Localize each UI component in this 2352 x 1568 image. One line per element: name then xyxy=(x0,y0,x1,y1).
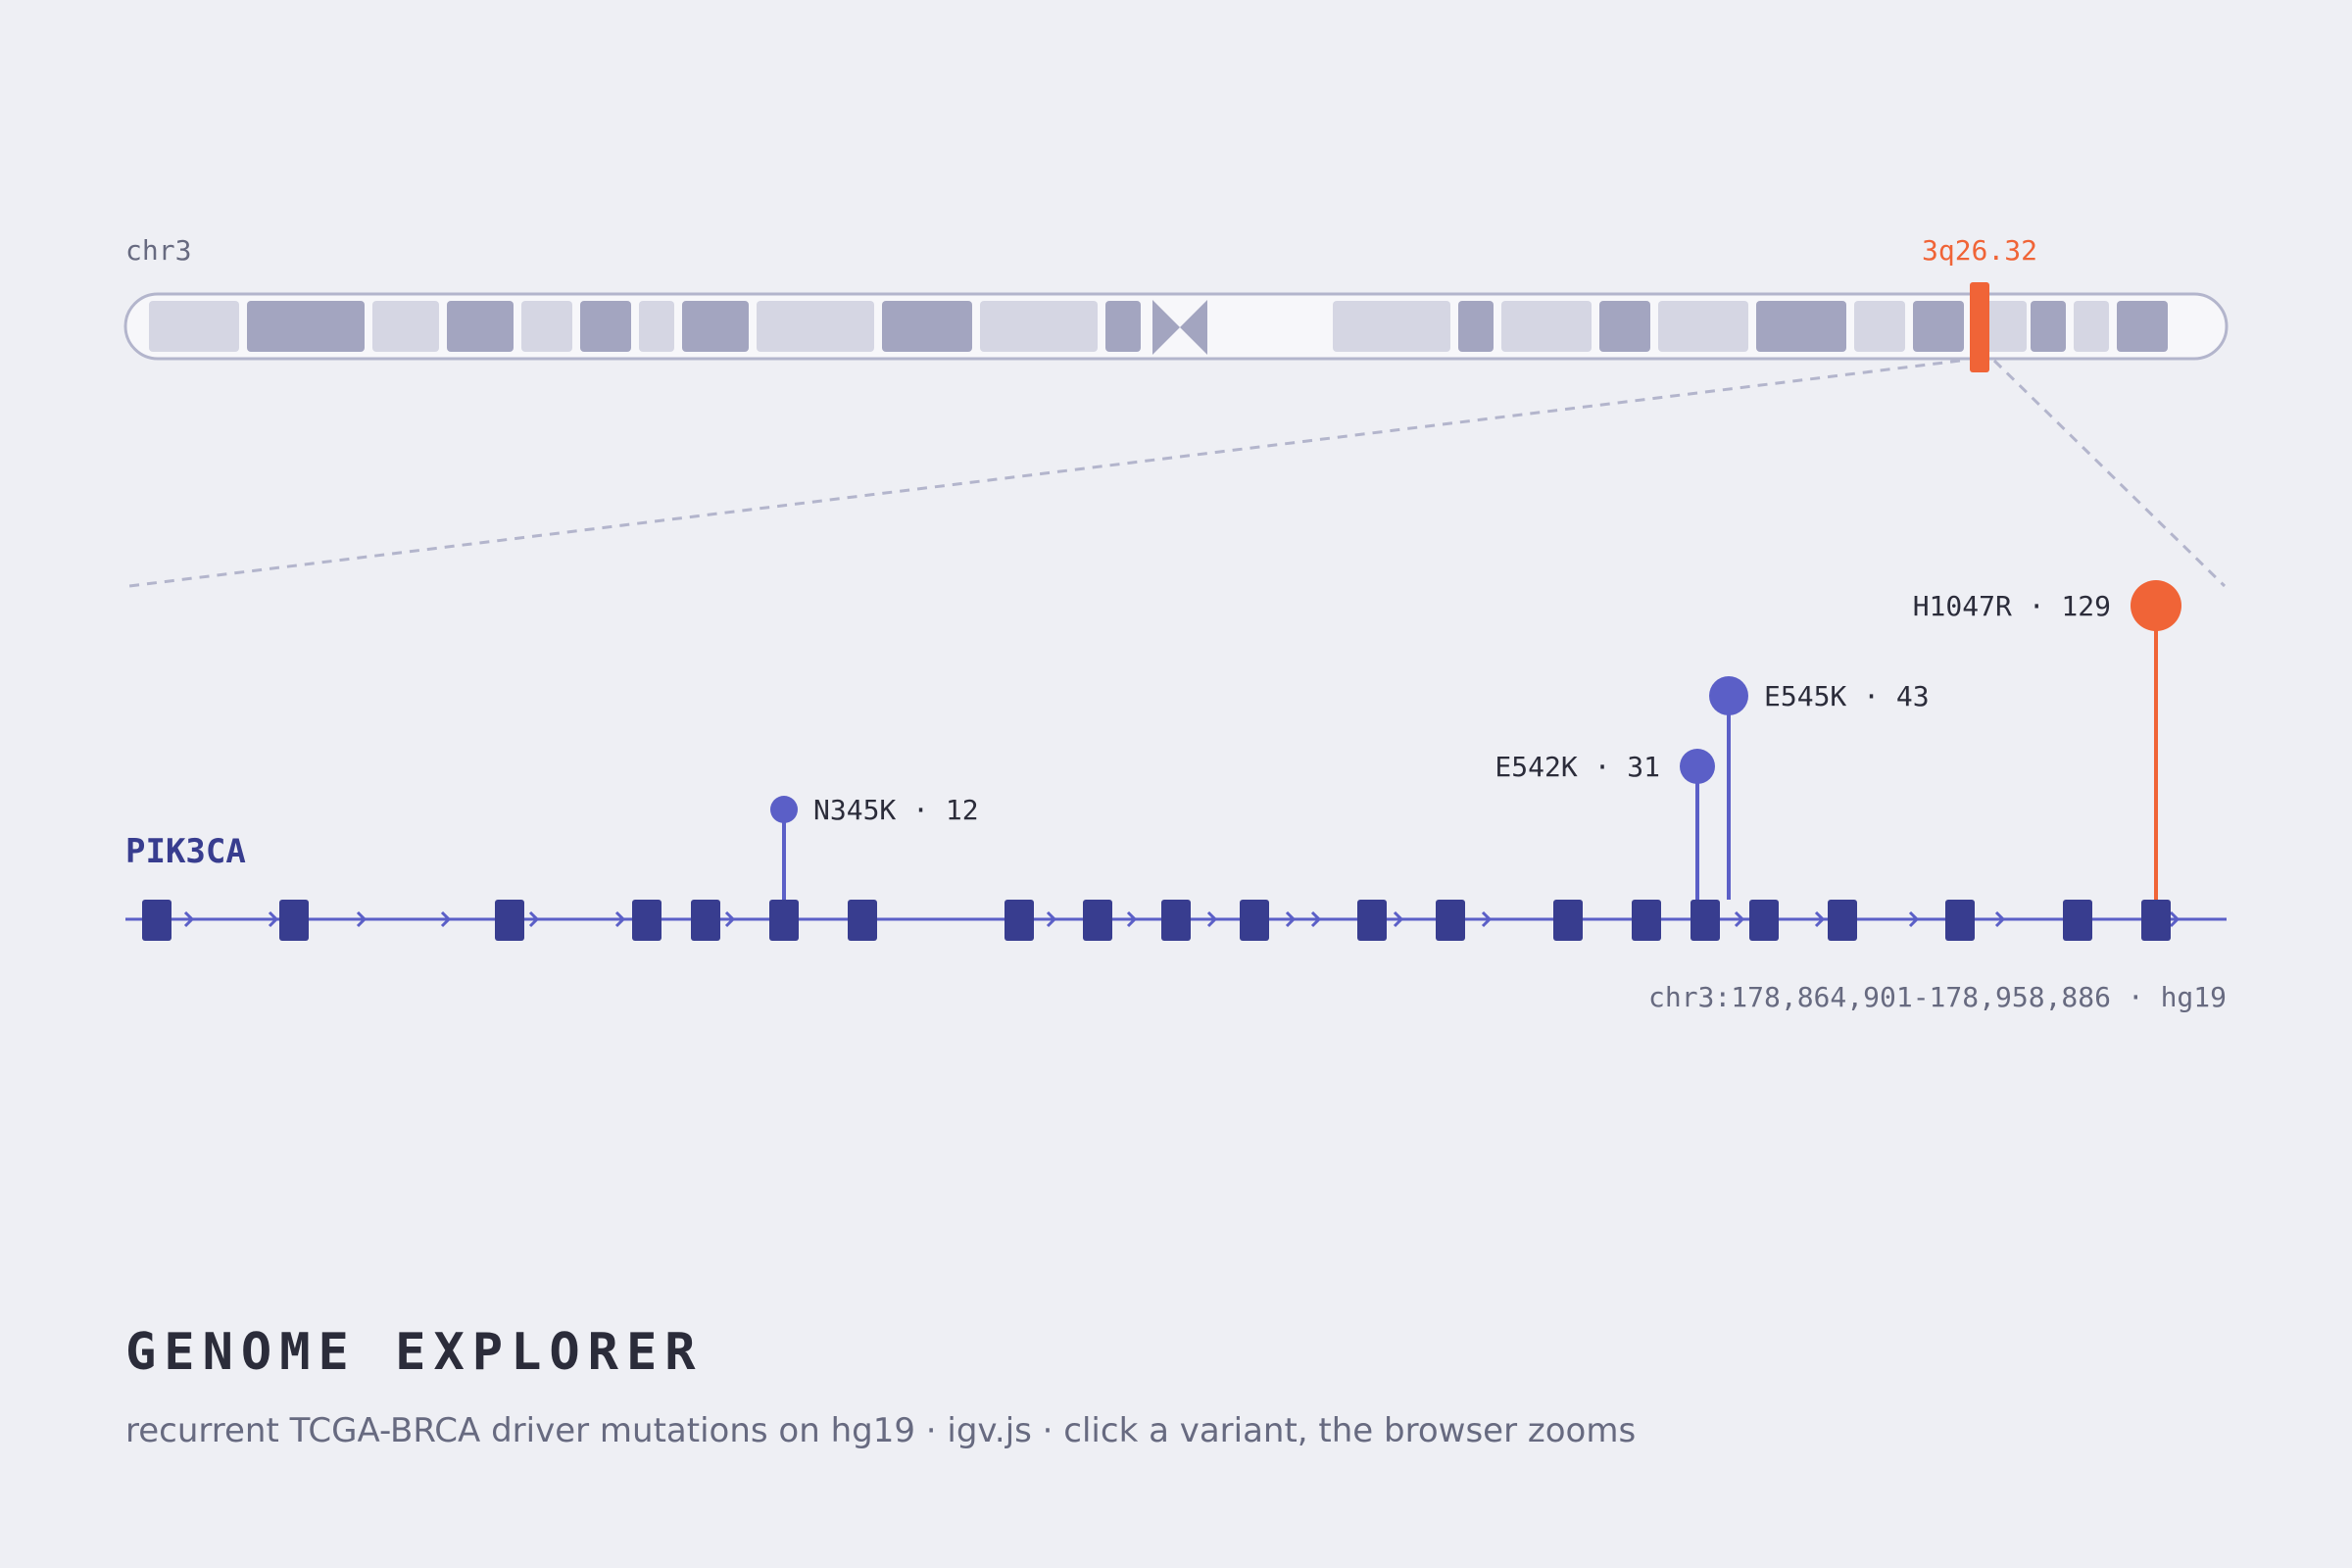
variant-marker[interactable] xyxy=(770,796,798,823)
chromosome-band xyxy=(1854,301,1905,352)
exon-block xyxy=(1828,900,1857,941)
exon-blocks xyxy=(142,900,2171,941)
chromosome-band xyxy=(372,301,439,352)
strand-arrow xyxy=(1734,910,1745,928)
gene-name-label: PIK3CA xyxy=(125,832,246,871)
page-title: GENOME EXPLORER xyxy=(125,1323,704,1382)
chromosome-band xyxy=(1333,301,1450,352)
variant-e545k[interactable]: E545K · 43 xyxy=(1709,676,1930,900)
variant-marker[interactable] xyxy=(1709,676,1748,715)
strand-arrow xyxy=(1285,910,1297,928)
strand-arrow xyxy=(440,910,452,928)
exon-block xyxy=(1553,900,1583,941)
variant-lollipops[interactable]: N345K · 12 E542K · 31 E545K · 43 H1047R … xyxy=(770,580,2181,900)
strand-arrow xyxy=(356,910,368,928)
variant-marker[interactable] xyxy=(2131,580,2181,631)
chromosome-band xyxy=(1756,301,1846,352)
chromosome-band xyxy=(1913,301,1964,352)
exon-block xyxy=(2063,900,2092,941)
chromosome-band xyxy=(2074,301,2109,352)
zoom-projection-lines xyxy=(128,359,2227,588)
exon-block xyxy=(1436,900,1465,941)
chromosome-band xyxy=(580,301,631,352)
chromosome-band xyxy=(521,301,572,352)
exon-block xyxy=(2141,900,2171,941)
exon-block xyxy=(632,900,662,941)
strand-arrow xyxy=(1908,910,1920,928)
chromosome-band xyxy=(682,301,749,352)
variant-e542k[interactable]: E542K · 31 xyxy=(1494,749,1715,900)
strand-arrow xyxy=(268,910,279,928)
exon-block xyxy=(691,900,720,941)
chromosome-label: chr3 xyxy=(125,234,191,267)
strand-arrow xyxy=(1393,910,1404,928)
exon-block xyxy=(848,900,877,941)
locus-coordinates: chr3:178,864,901-178,958,886 · hg19 xyxy=(1648,981,2227,1013)
band-highlight-marker[interactable] xyxy=(1970,282,1989,372)
exon-block xyxy=(1357,900,1387,941)
strand-arrow xyxy=(1046,910,1057,928)
strand-arrow xyxy=(1310,910,1322,928)
strand-arrow xyxy=(1814,910,1826,928)
variant-marker[interactable] xyxy=(1680,749,1715,784)
gene-track: PIK3CA chr3:178,864,901-178,958,886 · hg… xyxy=(125,832,2227,1013)
chromosome-band xyxy=(2117,301,2168,352)
chromosome-bands xyxy=(149,301,2168,352)
chromosome-band xyxy=(447,301,514,352)
page-subtitle: recurrent TCGA-BRCA driver mutations on … xyxy=(125,1411,1637,1450)
exon-block xyxy=(1240,900,1269,941)
exon-block xyxy=(279,900,309,941)
variant-n345k[interactable]: N345K · 12 xyxy=(770,794,979,900)
variant-label: H1047R · 129 xyxy=(1913,590,2111,622)
variant-label: E545K · 43 xyxy=(1764,680,1930,712)
strand-arrow xyxy=(183,910,195,928)
exon-block xyxy=(1161,900,1191,941)
chromosome-band xyxy=(2031,301,2066,352)
chromosome-band xyxy=(247,301,365,352)
strand-arrow xyxy=(1206,910,1218,928)
strand-arrow xyxy=(2169,910,2180,928)
chromosome-band xyxy=(757,301,874,352)
exon-block xyxy=(1749,900,1779,941)
chromosome-ideogram[interactable]: chr3 3q26.32 xyxy=(123,234,2229,372)
chromosome-band xyxy=(980,301,1098,352)
variant-label: N345K · 12 xyxy=(813,794,979,826)
chromosome-band xyxy=(1105,301,1141,352)
exon-block xyxy=(1945,900,1975,941)
exon-block xyxy=(142,900,172,941)
strand-arrows xyxy=(183,910,2180,928)
strand-arrow xyxy=(528,910,540,928)
band-label: 3q26.32 xyxy=(1922,234,2037,267)
variant-h1047r[interactable]: H1047R · 129 xyxy=(1913,580,2181,900)
centromere xyxy=(1152,300,1207,355)
strand-arrow xyxy=(614,910,626,928)
exon-block xyxy=(495,900,524,941)
chromosome-band xyxy=(1599,301,1650,352)
exon-block xyxy=(1083,900,1112,941)
exon-block xyxy=(1004,900,1034,941)
chromosome-band xyxy=(882,301,972,352)
chromosome-band xyxy=(1984,301,2027,352)
chromosome-band xyxy=(639,301,674,352)
exon-block xyxy=(1690,900,1720,941)
strand-arrow xyxy=(1481,910,1493,928)
chromosome-band xyxy=(1501,301,1592,352)
exon-block xyxy=(1632,900,1661,941)
strand-arrow xyxy=(1994,910,2006,928)
strand-arrow xyxy=(724,910,736,928)
chromosome-band xyxy=(1658,301,1748,352)
chromosome-band xyxy=(149,301,239,352)
chromosome-band xyxy=(1458,301,1494,352)
strand-arrow xyxy=(1126,910,1138,928)
exon-block xyxy=(769,900,799,941)
variant-label: E542K · 31 xyxy=(1494,751,1660,783)
